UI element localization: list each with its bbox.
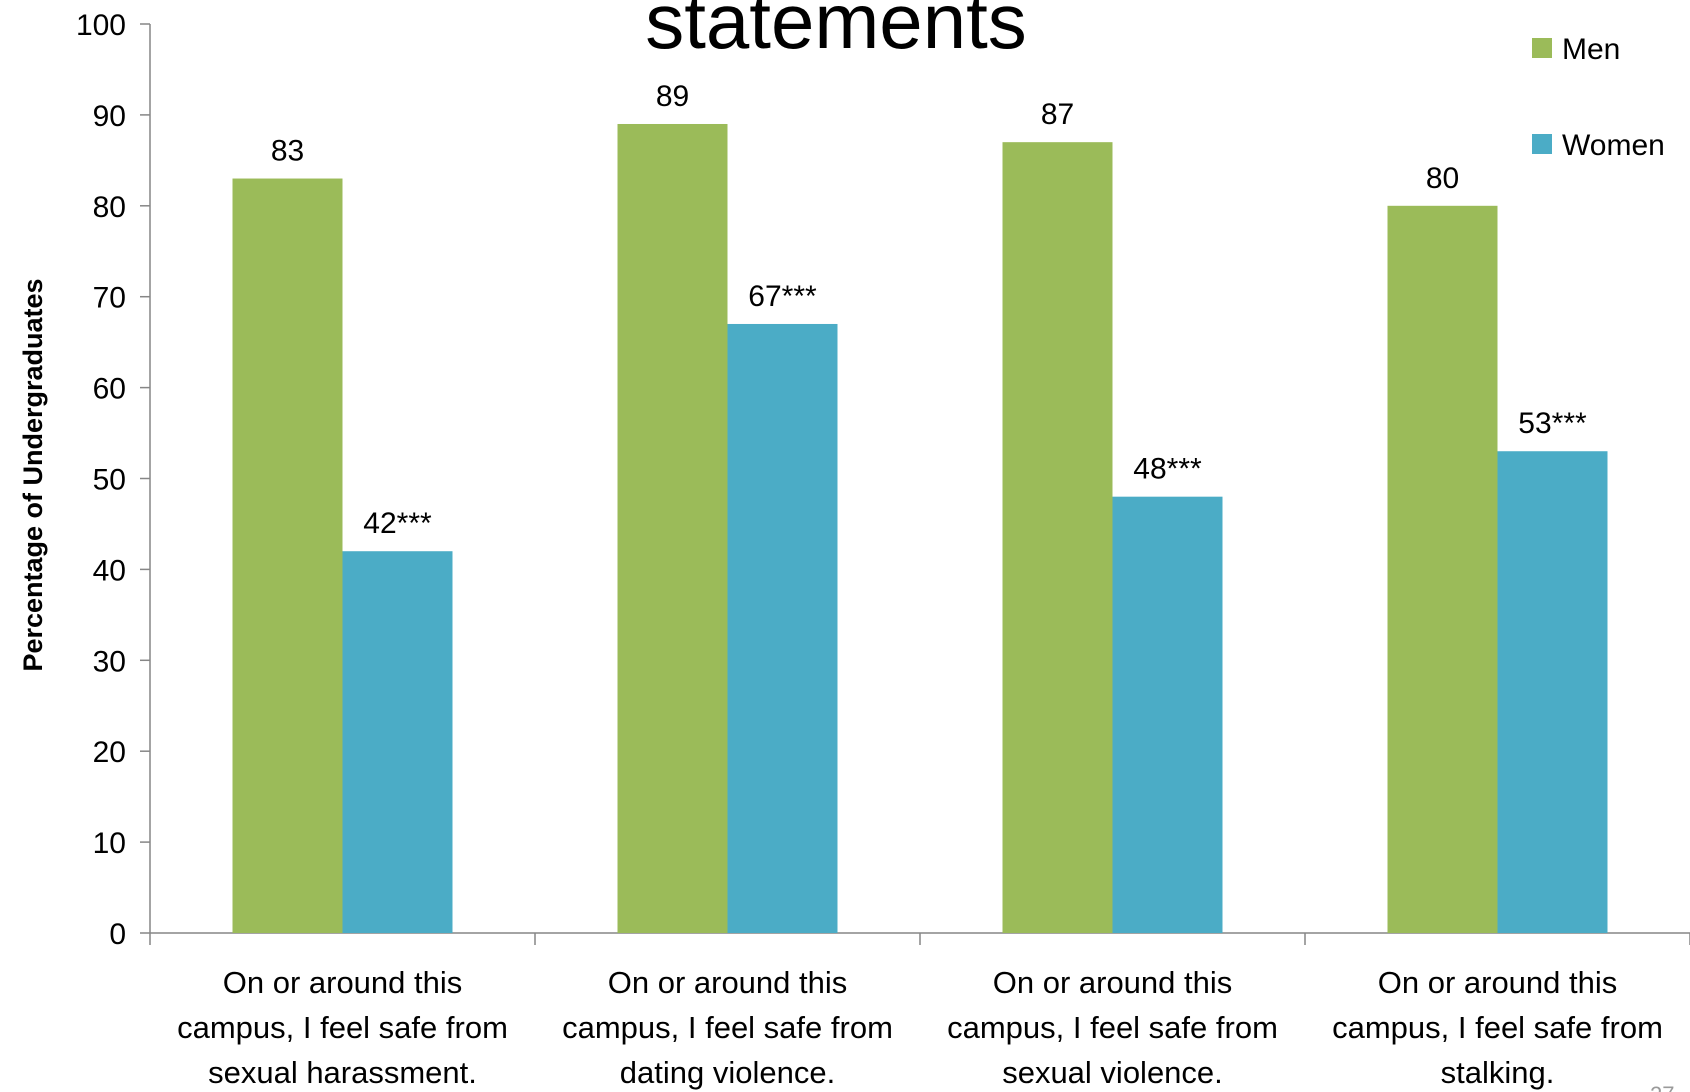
y-tick-label: 70 <box>93 282 126 315</box>
x-tick-label-line: On or around this <box>223 965 463 1000</box>
x-tick-label-line: campus, I feel safe from <box>562 1010 893 1045</box>
legend-label: Men <box>1562 33 1620 66</box>
bar-women <box>342 551 453 933</box>
chart-title: statements <box>645 0 1027 65</box>
x-tick-label-line: On or around this <box>608 965 848 1000</box>
x-tick-label: On or around this campus, I feel safe fro… <box>1332 965 1663 1090</box>
data-label: 48*** <box>1133 453 1202 486</box>
legend-swatch <box>1532 134 1552 154</box>
y-tick-label: 30 <box>93 645 126 678</box>
y-tick-label: 20 <box>93 736 126 769</box>
y-tick-label: 90 <box>93 100 126 133</box>
bar-women <box>1112 496 1223 933</box>
data-label: 42*** <box>363 507 432 540</box>
y-tick-label: 50 <box>93 464 126 497</box>
x-tick-label-line: On or around this <box>993 965 1233 1000</box>
y-tick-label: 80 <box>93 191 126 224</box>
data-label: 53*** <box>1518 407 1587 440</box>
x-tick-label-line: campus, I feel safe from <box>1332 1010 1663 1045</box>
y-tick-label: 0 <box>109 918 126 951</box>
x-tick-label-line: stalking. <box>1441 1055 1555 1090</box>
data-label: 87 <box>1041 98 1074 131</box>
x-tick-label-line: campus, I feel safe from <box>177 1010 508 1045</box>
bar-men <box>232 178 343 933</box>
data-label: 67*** <box>748 280 817 313</box>
legend: Men Women <box>1532 33 1665 162</box>
x-tick-label-line: sexual harassment. <box>208 1055 477 1090</box>
x-tick-label: On or around this campus, I feel safe fro… <box>947 965 1278 1090</box>
x-tick-label-line: campus, I feel safe from <box>947 1010 1278 1045</box>
bars: 83 89 87 80 42*** 67*** 48*** 53*** <box>232 80 1608 934</box>
axes: 0 10 20 30 40 50 60 70 80 90 100 On or around this c… <box>76 9 1690 1090</box>
y-tick-label: 40 <box>93 554 126 587</box>
legend-label: Women <box>1562 129 1665 162</box>
bar-women <box>727 323 838 934</box>
y-axis-label: Percentage of Undergraduates <box>18 278 48 671</box>
data-label: 83 <box>271 135 304 168</box>
data-label: 80 <box>1426 162 1459 195</box>
legend-swatch <box>1532 38 1552 58</box>
y-tick-label: 10 <box>93 827 126 860</box>
bar-men <box>617 123 728 934</box>
x-tick-label-line: On or around this <box>1378 965 1618 1000</box>
x-tick-label-line: dating violence. <box>620 1055 835 1090</box>
x-tick-label: On or around this campus, I feel safe fro… <box>562 965 893 1090</box>
bar-men <box>1387 205 1498 934</box>
y-tick-label: 100 <box>76 9 126 42</box>
y-tick-label: 60 <box>93 373 126 406</box>
data-label: 89 <box>656 80 689 113</box>
page-number: 27 <box>1650 1082 1674 1092</box>
bar-men <box>1002 142 1113 934</box>
bar-women <box>1497 451 1608 933</box>
x-tick-label-line: sexual violence. <box>1002 1055 1223 1090</box>
x-tick-label: On or around this campus, I feel safe fro… <box>177 965 508 1090</box>
